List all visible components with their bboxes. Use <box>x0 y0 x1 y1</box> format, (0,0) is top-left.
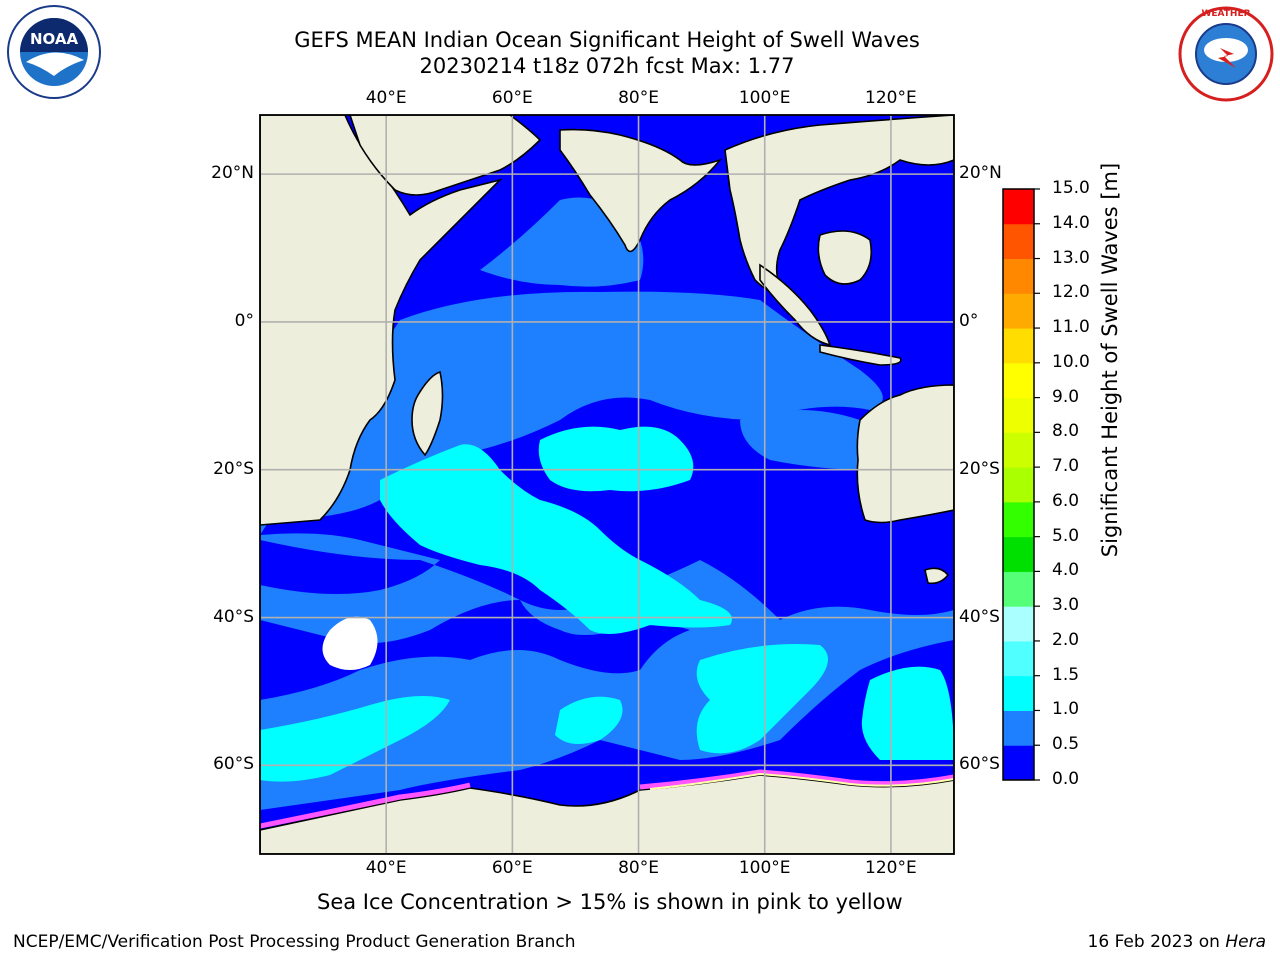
lon-tick-label-top: 120°E <box>865 88 917 108</box>
nodata-patch <box>322 616 378 670</box>
colorbar-tick-label: 6.0 <box>1052 490 1080 511</box>
colorbar-tick-label: 10.0 <box>1052 351 1090 372</box>
sea-ice-yellow <box>649 772 954 790</box>
colorbar-tick-label: 12.0 <box>1052 282 1090 303</box>
colorbar-segment <box>1003 501 1034 538</box>
lon-tick-label-top: 60°E <box>491 88 533 108</box>
colorbar-tick-label: 15.0 <box>1052 178 1090 198</box>
colorbar-segment <box>1003 223 1034 260</box>
lat-tick-label-left: 60°S <box>213 754 254 775</box>
colorbar-segment <box>1003 640 1034 677</box>
sea-ice-edge-east <box>639 769 954 790</box>
colorbar-tick-label: 1.0 <box>1052 699 1080 720</box>
map-title: GEFS MEAN Indian Ocean Significant Heigh… <box>294 28 920 52</box>
tasmania <box>924 567 950 585</box>
africa <box>260 115 503 526</box>
australia <box>856 384 954 524</box>
colorbar-segment <box>1003 328 1034 364</box>
footer-host: Hera <box>1225 932 1266 952</box>
lat-tick-label-right: 20°S <box>959 458 1000 479</box>
colorbar-tick-label: 4.0 <box>1052 560 1080 581</box>
madagascar <box>411 370 444 457</box>
lon-tick-label-top: 80°E <box>618 88 659 108</box>
colorbar-tick-label: 11.0 <box>1052 317 1090 338</box>
colorbar-segment <box>1003 362 1034 399</box>
swell-band-1.0-1.5-southwest <box>260 696 450 782</box>
colorbar-tick-label: 3.0 <box>1052 595 1080 616</box>
lat-tick-label-left: 40°S <box>213 606 254 627</box>
colorbar-segment <box>1003 606 1034 642</box>
colorbar-tick-label: 7.0 <box>1052 456 1080 477</box>
swell-band-0.5-1.0-north <box>480 197 644 287</box>
sea-ice-caption: Sea Ice Concentration > 15% is shown in … <box>317 890 903 914</box>
map-area <box>260 115 954 854</box>
gridlines <box>260 115 954 854</box>
colorbar-segment <box>1003 397 1034 433</box>
colorbar-tick-label: 14.0 <box>1052 212 1090 233</box>
svg-text:WEATHER: WEATHER <box>1201 9 1250 19</box>
colorbar-segment <box>1003 710 1034 746</box>
nws-logo: WEATHER <box>1176 4 1276 108</box>
colorbar-segment <box>1003 258 1034 294</box>
colorbar-tick-label: 1.5 <box>1052 664 1080 685</box>
noaa-logo: NOAA <box>6 4 102 104</box>
lat-tick-label-right: 40°S <box>959 606 1000 627</box>
south-east-asia <box>724 115 954 302</box>
swell-band-1.0-1.5-south <box>555 696 623 744</box>
svg-text:NOAA: NOAA <box>30 30 79 48</box>
colorbar-segment <box>1003 467 1034 503</box>
colorbar-tick-label: 5.0 <box>1052 525 1080 546</box>
lon-tick-label-bottom: 100°E <box>738 858 791 878</box>
land-masses <box>260 115 954 854</box>
footer-branch: NCEP/EMC/Verification Post Processing Pr… <box>13 932 576 952</box>
lat-tick-label-right: 20°N <box>959 163 1002 184</box>
colorbar-title: Significant Height of Swell Waves [m] <box>1098 162 1122 558</box>
swell-band-0.5-1.0-east <box>740 410 874 470</box>
colorbar-tick-label: 9.0 <box>1052 386 1080 407</box>
colorbar-segment <box>1003 189 1034 225</box>
lat-tick-label-left: 20°S <box>213 458 254 479</box>
map-frame <box>259 114 955 855</box>
colorbar <box>1003 188 1040 781</box>
borneo <box>817 230 873 285</box>
footer-date: 16 Feb 2023 on Hera <box>1087 932 1266 952</box>
java <box>819 344 902 366</box>
colorbar-tick-label: 8.0 <box>1052 421 1080 442</box>
colorbar-tick-label: 0.5 <box>1052 734 1080 755</box>
lon-tick-label-bottom: 120°E <box>865 858 917 878</box>
colorbar-tick-label: 2.0 <box>1052 629 1080 650</box>
colorbar-segment <box>1003 536 1034 572</box>
colorbar-segment <box>1003 432 1034 468</box>
lat-tick-label-right: 60°S <box>959 754 1000 775</box>
swell-band-1.0-1.5-center <box>538 426 694 492</box>
arabia <box>349 115 542 196</box>
lat-tick-label-left: 0° <box>234 310 254 331</box>
india <box>559 128 723 253</box>
swell-band-1.0-1.5-far-east <box>861 666 954 760</box>
colorbar-segment <box>1003 745 1034 781</box>
sea-ice-edge <box>260 782 471 829</box>
colorbar-tick-label: 13.0 <box>1052 247 1090 268</box>
lon-tick-label-bottom: 40°E <box>365 858 407 878</box>
swell-band-1.0-1.5-west <box>380 444 732 634</box>
colorbar-frame <box>1002 188 1035 781</box>
lon-tick-label-top: 40°E <box>365 88 407 108</box>
swell-band-1.0-1.5-southeast <box>696 644 828 754</box>
lat-tick-label-left: 20°N <box>211 163 254 184</box>
colorbar-segment <box>1003 293 1034 329</box>
sumatra <box>759 263 832 347</box>
lat-tick-label-right: 0° <box>959 310 979 331</box>
colorbar-segment <box>1003 571 1034 607</box>
colorbar-tick-label: 0.0 <box>1052 769 1080 789</box>
lon-tick-label-bottom: 60°E <box>491 858 533 878</box>
map-subtitle: 20230214 t18z 072h fcst Max: 1.77 <box>419 54 795 78</box>
lon-tick-label-bottom: 80°E <box>618 858 659 878</box>
colorbar-segment <box>1003 675 1034 711</box>
lon-tick-label-top: 100°E <box>738 88 791 108</box>
